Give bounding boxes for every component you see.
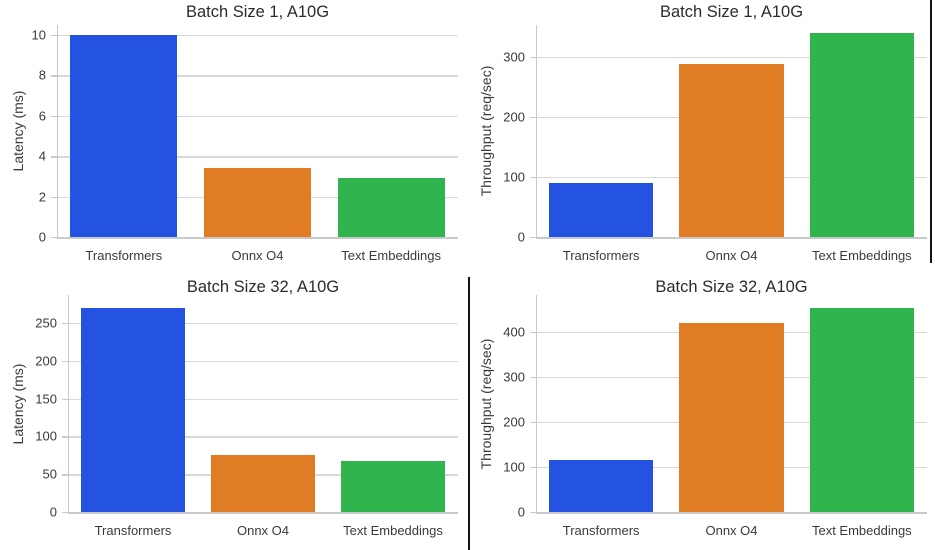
divider-line-bottom-middle: [468, 277, 470, 550]
y-tick-label: 10: [31, 27, 46, 43]
y-tick-mark: [51, 75, 57, 77]
y-tick-label: 200: [503, 414, 525, 430]
y-tick-mark: [51, 196, 57, 198]
y-tick-mark: [530, 176, 536, 179]
bar-transformers: [549, 182, 654, 237]
bar-onnx-o4: [679, 64, 784, 237]
y-tick-mark: [530, 376, 536, 379]
bar-transformers: [549, 460, 654, 512]
y-tick-mark: [530, 512, 536, 514]
gridline: [68, 436, 458, 438]
gridline: [68, 398, 458, 400]
bar-transformers: [81, 307, 185, 512]
y-tick-label: 6: [38, 108, 46, 124]
chart-title: Batch Size 32, A10G: [655, 278, 808, 296]
gridline: [536, 56, 927, 59]
y-tick-mark: [62, 322, 68, 325]
bar-onnx-o4: [211, 455, 315, 512]
y-tick-label: 300: [503, 49, 525, 65]
x-axis-spine: [536, 237, 927, 239]
y-tick-label: 150: [35, 391, 57, 407]
gridline: [57, 35, 458, 37]
bar-text-embeddings: [809, 307, 914, 512]
chart-panel-batch1-latency: Batch Size 1, A10G Latency (ms) 0 2 4 6 8 10 T…: [0, 0, 467, 275]
y-tick-mark: [51, 115, 57, 118]
x-category-label: Text Embeddings: [341, 248, 442, 263]
y-axis-spine: [68, 295, 70, 513]
y-tick-label: 200: [503, 109, 525, 125]
chart-panel-batch32-latency: Batch Size 32, A10G Latency (ms) 0 50 100 1…: [0, 275, 467, 550]
x-axis-spine: [68, 512, 458, 514]
y-tick-label: 400: [503, 324, 525, 340]
y-tick-mark: [51, 237, 57, 239]
y-axis-spine: [536, 25, 538, 238]
gridline: [57, 115, 458, 118]
bar-transformers: [70, 35, 178, 237]
y-tick-mark: [530, 237, 536, 239]
x-category-label: Transformers: [562, 248, 640, 263]
y-tick-mark: [62, 398, 68, 400]
y-tick-mark: [530, 116, 536, 119]
gridline: [68, 360, 458, 363]
y-tick-mark: [62, 512, 68, 514]
y-tick-mark: [62, 360, 68, 363]
x-category-label: Transformers: [562, 523, 640, 538]
y-tick-mark: [530, 466, 536, 469]
x-axis-spine: [536, 512, 927, 514]
x-category-label: Onnx O4: [705, 248, 758, 263]
y-tick-label: 0: [49, 504, 57, 520]
y-tick-label: 200: [35, 353, 57, 369]
y-axis-label: Throughput (req/sec): [478, 65, 494, 197]
bar-text-embeddings: [341, 460, 445, 512]
bar-text-embeddings: [337, 178, 445, 237]
x-category-label: Onnx O4: [705, 523, 758, 538]
bar-text-embeddings: [809, 32, 914, 237]
gridline: [68, 322, 458, 325]
gridline: [57, 75, 458, 77]
bar-onnx-o4: [204, 168, 311, 237]
x-category-label: Onnx O4: [236, 523, 290, 538]
divider-line-top-right-edge: [930, 0, 932, 263]
y-tick-mark: [51, 35, 57, 37]
y-tick-label: 100: [35, 428, 57, 444]
y-tick-mark: [62, 474, 68, 476]
y-tick-mark: [51, 156, 57, 158]
x-category-label: Text Embeddings: [811, 523, 912, 538]
y-tick-label: 4: [38, 148, 46, 164]
chart-title: Batch Size 32, A10G: [186, 278, 340, 296]
chart-panel-batch1-throughput: Batch Size 1, A10G Throughput (req/sec) …: [468, 0, 935, 275]
y-axis-spine: [57, 25, 59, 238]
y-tick-mark: [530, 421, 536, 424]
chart-panel-batch32-throughput: Batch Size 32, A10G Throughput (req/sec)…: [468, 275, 935, 550]
y-axis-spine: [536, 295, 538, 513]
bar-onnx-o4: [679, 323, 784, 512]
chart-title: Batch Size 1, A10G: [659, 3, 804, 21]
y-tick-label: 0: [517, 229, 525, 245]
y-tick-mark: [62, 436, 68, 438]
y-tick-label: 2: [38, 189, 46, 205]
y-tick-label: 300: [503, 369, 525, 385]
y-tick-mark: [530, 56, 536, 59]
x-category-label: Text Embeddings: [811, 248, 912, 263]
x-category-label: Transformers: [94, 523, 172, 538]
x-category-label: Transformers: [85, 248, 163, 263]
x-category-label: Text Embeddings: [343, 523, 443, 538]
x-axis-spine: [57, 237, 458, 239]
y-tick-label: 50: [42, 466, 57, 482]
y-tick-label: 100: [503, 169, 525, 185]
y-axis-label: Latency (ms): [10, 90, 26, 172]
chart-title: Batch Size 1, A10G: [185, 3, 330, 21]
gridline: [57, 156, 458, 158]
y-axis-label: Throughput (req/sec): [478, 338, 494, 469]
y-tick-label: 100: [503, 459, 525, 475]
y-tick-label: 8: [38, 67, 46, 83]
y-tick-label: 250: [35, 315, 57, 331]
y-axis-label: Latency (ms): [10, 363, 26, 444]
y-tick-label: 0: [38, 229, 46, 245]
y-tick-label: 0: [517, 504, 525, 520]
x-category-label: Onnx O4: [231, 248, 284, 263]
y-tick-mark: [530, 331, 536, 333]
